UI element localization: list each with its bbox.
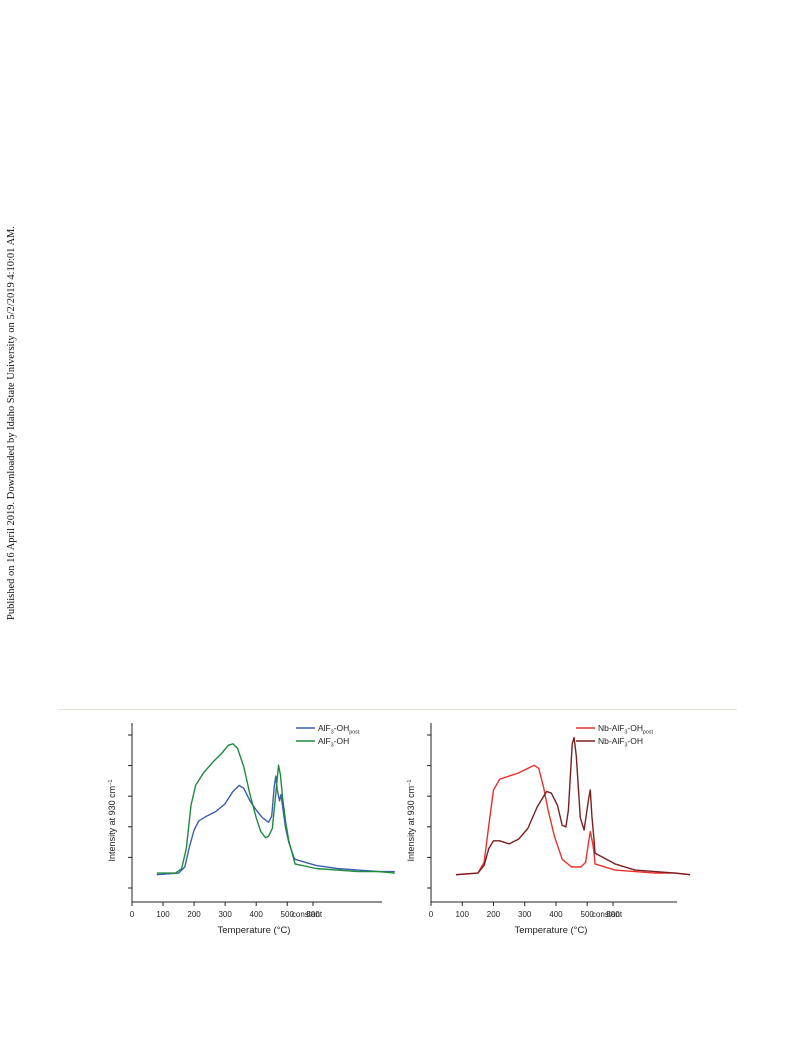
- x-tick-label: 500: [606, 910, 620, 919]
- series-line-1: [156, 775, 395, 876]
- x-tick-label: 0: [429, 910, 434, 919]
- x-tick-label: 400: [250, 910, 264, 919]
- legend-label-1: AlF3-OHpost: [318, 723, 360, 736]
- x-tick-label: 400: [549, 910, 563, 919]
- section-divider: [58, 709, 737, 710]
- legend-label-1: Nb-AlF3-OHpost: [598, 723, 653, 736]
- legend-label-2: AlF3-OH: [318, 736, 349, 749]
- x-tick-label-constant: constant: [592, 910, 623, 919]
- download-notice: Published on 16 April 2019. Downloaded b…: [6, 225, 17, 620]
- x-tick-label: 0: [130, 910, 135, 919]
- x-tick-label: 300: [218, 910, 232, 919]
- x-tick-label: 500: [281, 910, 295, 919]
- y-axis-label: Intensity at 930 cm−1: [406, 780, 416, 862]
- x-axis-label: Temperature (°C): [515, 925, 588, 936]
- legend-label-2: Nb-AlF3-OH: [598, 736, 643, 749]
- x-tick-label: 100: [156, 910, 170, 919]
- series-line-2: [455, 736, 691, 876]
- x-tick-label: 100: [456, 910, 470, 919]
- x-tick-label: 300: [518, 910, 532, 919]
- x-axis-label: Temperature (°C): [218, 925, 291, 936]
- x-tick-label: 200: [187, 910, 201, 919]
- series-line-1: [455, 764, 691, 876]
- x-tick-label: 500: [306, 910, 320, 919]
- x-tick-label-constant: constant: [292, 910, 323, 919]
- series-line-2: [156, 743, 395, 874]
- x-tick-label: 500: [581, 910, 595, 919]
- y-axis-label: Intensity at 930 cm−1: [107, 780, 117, 862]
- x-tick-label: 200: [487, 910, 501, 919]
